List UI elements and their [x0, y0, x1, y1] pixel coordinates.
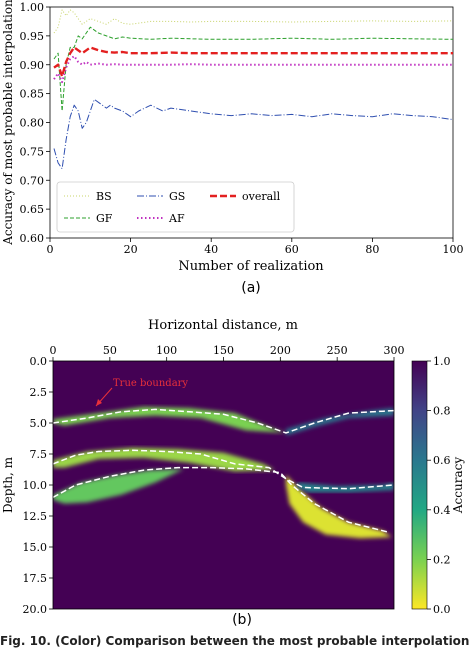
accuracy-region [286, 475, 392, 539]
legend-box-a [56, 181, 295, 233]
colorbar-label: Accuracy [451, 457, 465, 514]
accuracy-region [297, 482, 394, 493]
y-tick-label: 0.75 [20, 145, 45, 158]
annotation-true-boundary: True boundary [113, 378, 188, 389]
annotation-arrow-head [96, 399, 102, 406]
y-tick-label: 1.00 [20, 1, 45, 14]
y-tick-label: 0.70 [20, 174, 45, 187]
colorbar-tick-label: 1.0 [433, 355, 451, 368]
y-axis-b: 0.0 2.5 5.0 7.5 10.0 12.5 15.0 17.5 20.0 [23, 355, 53, 616]
y-axis-a: 0.60 0.65 0.70 0.75 0.80 0.85 0.90 0.95 1.00 [20, 1, 50, 245]
y-axis-label-a: Accuracy of most probable interpolation [1, 0, 15, 246]
x-axis-label-b: Horizontal distance, m [148, 318, 298, 333]
y-tick-label: 20.0 [23, 603, 48, 616]
y-tick-label: 0.80 [20, 117, 45, 130]
colorbar-tick-label: 0.6 [433, 454, 451, 467]
colorbar-scale [411, 360, 428, 610]
boundary-annotation: True boundary [95, 378, 188, 407]
y-tick-label: 0.90 [20, 59, 45, 72]
panel-label-a: (a) [241, 280, 261, 296]
x-tick-label: 100 [443, 243, 464, 256]
colorbar: 0.0 0.2 0.4 0.6 0.8 1.0 Accuracy [411, 355, 465, 616]
heatmap-panel-b: Horizontal distance, m True boundary 0 50… [1, 318, 465, 628]
colorbar-tick-label: 0.0 [433, 603, 451, 616]
line-chart-panel-a: 0 20 40 60 80 100 0.60 0.65 0.70 0.75 0.80 0.85 0.9… [1, 0, 464, 296]
series-line-AF [53, 55, 453, 84]
x-tick-label: 40 [204, 243, 218, 256]
y-tick-label: 0.60 [20, 232, 45, 245]
x-tick-label: 80 [365, 243, 379, 256]
y-axis-label-b: Depth, m [1, 456, 15, 513]
x-tick-label: 150 [213, 344, 234, 357]
x-tick-label: 300 [384, 344, 405, 357]
x-tick-label: 60 [285, 243, 299, 256]
true-boundary-line [53, 466, 389, 533]
legend-label-BS: BS [96, 190, 112, 203]
series-group-a [53, 9, 453, 170]
y-tick-label: 0.95 [20, 30, 45, 43]
y-tick-label: 10.0 [23, 479, 48, 492]
true-boundary-line [53, 449, 394, 490]
series-line-BS [53, 9, 453, 34]
y-tick-label: 0.0 [30, 355, 48, 368]
y-tick-label: 0.65 [20, 203, 45, 216]
accuracy-region [53, 447, 275, 472]
y-tick-label: 17.5 [23, 572, 48, 585]
true-boundaries [53, 408, 394, 533]
x-axis-label-a: Number of realization [178, 259, 324, 274]
accuracy-region [286, 408, 394, 436]
series-line-GF [53, 26, 453, 112]
y-tick-label: 7.5 [30, 448, 48, 461]
legend-label-overall: overall [242, 190, 281, 203]
colorbar-tick-label: 0.2 [433, 553, 451, 566]
colorbar-tick-label: 0.8 [433, 405, 451, 418]
x-axis-b: 0 50 100 150 200 250 300 [50, 344, 405, 361]
series-line-overall [53, 46, 453, 78]
x-tick-label: 0 [47, 243, 54, 256]
y-tick-label: 15.0 [23, 541, 48, 554]
y-tick-label: 12.5 [23, 510, 48, 523]
y-tick-label: 0.85 [20, 88, 45, 101]
accuracy-region [53, 468, 184, 504]
x-tick-label: 20 [124, 243, 138, 256]
legend-label-GF: GF [96, 212, 113, 225]
y-tick-label: 2.5 [30, 386, 48, 399]
legend-label-GS: GS [169, 190, 185, 203]
panel-label-b: (b) [232, 612, 252, 628]
x-tick-label: 0 [50, 344, 57, 357]
colorbar-tick-label: 0.4 [433, 504, 451, 517]
series-line-GS [53, 98, 453, 170]
true-boundary-line [53, 408, 394, 434]
figure-caption: Fig. 10. (Color) Comparison between the … [0, 634, 470, 648]
x-tick-label: 250 [327, 344, 348, 357]
x-tick-label: 100 [156, 344, 177, 357]
x-tick-label: 200 [270, 344, 291, 357]
x-axis-a: 0 20 40 60 80 100 [47, 238, 464, 256]
legend-label-AF: AF [168, 212, 185, 225]
legend-a: BS GF GS AF overall [56, 181, 295, 233]
y-tick-label: 5.0 [30, 417, 48, 430]
x-tick-label: 50 [103, 344, 117, 357]
